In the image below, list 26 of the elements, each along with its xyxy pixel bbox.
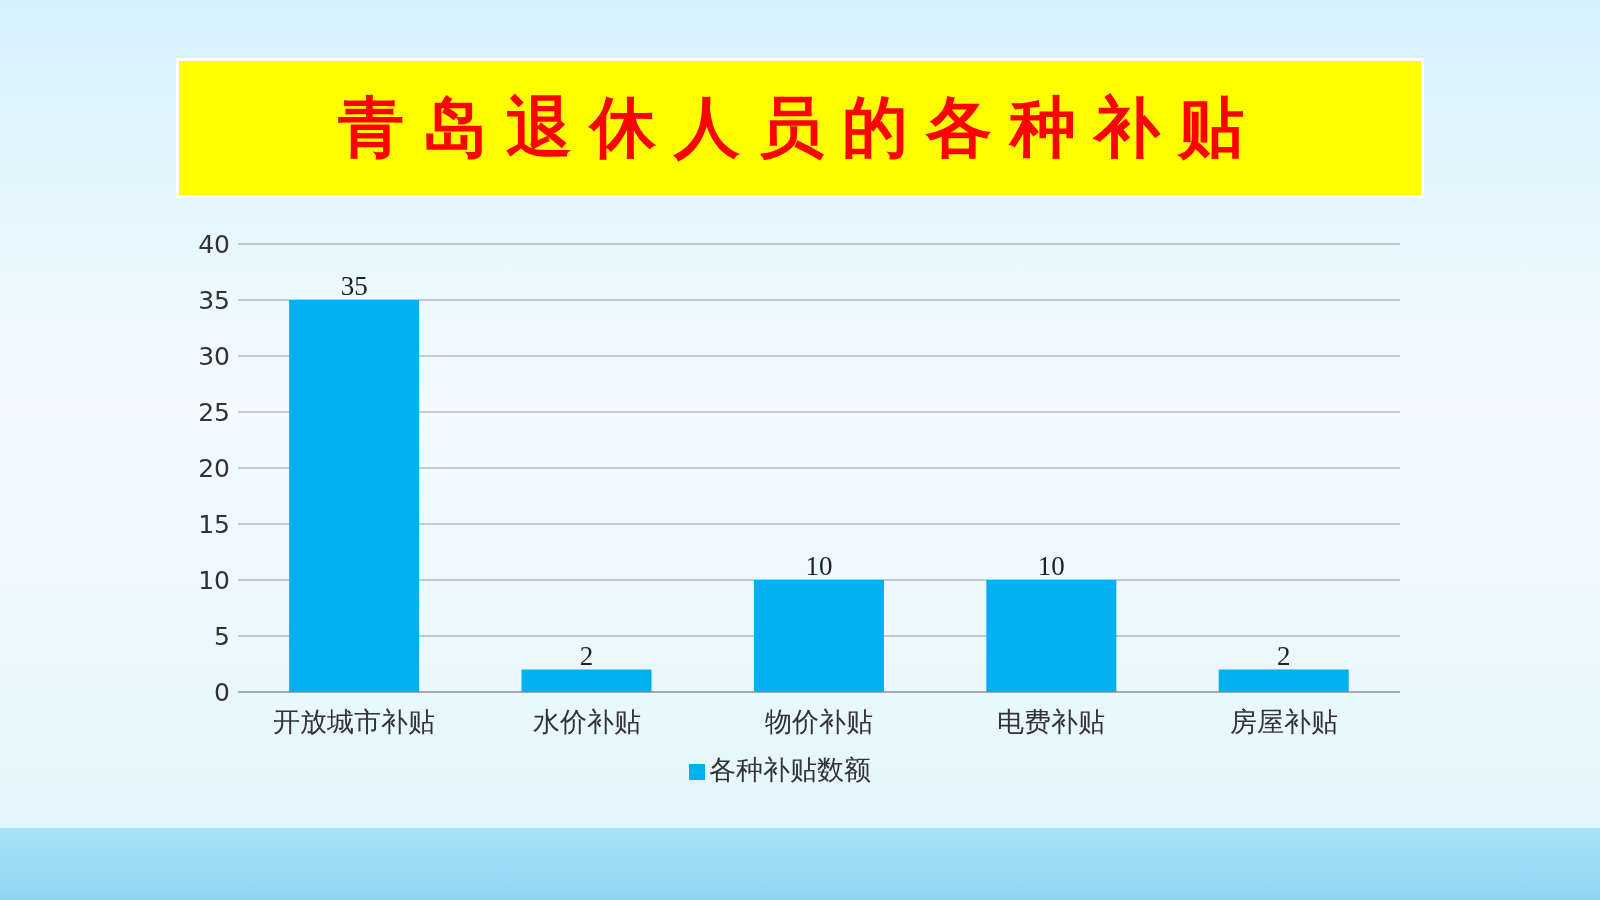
x-tick-label: 开放城市补贴 [273,706,436,738]
y-tick-label: 0 [214,677,230,707]
y-tick-label: 5 [214,621,230,651]
bar [986,580,1117,692]
bar [521,669,652,692]
legend-label: 各种补贴数额 [709,754,871,785]
y-tick-label: 20 [198,453,230,483]
chart-title: 青岛退休人员的各种补贴 [338,88,1262,168]
data-label: 2 [579,640,594,671]
x-tick-label: 电费补贴 [997,706,1106,738]
y-tick-label: 35 [198,285,230,315]
y-tick-label: 10 [198,565,230,595]
data-label: 10 [805,551,833,581]
bar [1218,669,1349,692]
y-tick-label: 30 [198,341,230,371]
x-tick-label: 房屋补贴 [1229,706,1338,738]
data-label: 2 [1276,640,1291,671]
y-tick-label: 25 [198,397,230,427]
bar [753,580,884,692]
x-tick-label: 水价补贴 [532,706,641,738]
y-tick-label: 15 [198,509,230,539]
y-tick-label: 40 [198,229,230,259]
bar [289,300,420,692]
data-label: 10 [1037,551,1065,581]
x-tick-label: 物价补贴 [765,706,873,738]
data-label: 35 [340,271,368,301]
